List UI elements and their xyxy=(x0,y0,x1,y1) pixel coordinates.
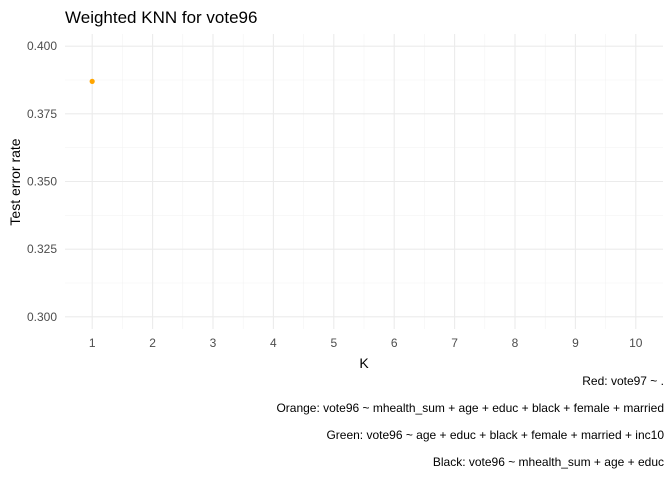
x-tick-label: 4 xyxy=(270,336,277,350)
caption-line: Black: vote96 ~ mhealth_sum + age + educ xyxy=(433,455,664,469)
x-tick-label: 10 xyxy=(629,336,643,350)
grid xyxy=(65,34,663,329)
x-tick-label: 8 xyxy=(512,336,519,350)
x-tick-label: 6 xyxy=(391,336,398,350)
y-tick-labels: 0.300 0.325 0.350 0.375 0.400 xyxy=(27,39,57,324)
data-point xyxy=(89,78,95,84)
x-tick-label: 9 xyxy=(572,336,579,350)
y-tick-label: 0.325 xyxy=(27,242,57,256)
caption-line: Red: vote97 ~ . xyxy=(582,374,664,388)
caption-line: Orange: vote96 ~ mhealth_sum + age + edu… xyxy=(276,401,664,415)
x-tick-label: 1 xyxy=(89,336,96,350)
y-tick-label: 0.300 xyxy=(27,310,57,324)
chart-title: Weighted KNN for vote96 xyxy=(65,8,257,27)
x-tick-label: 5 xyxy=(330,336,337,350)
x-tick-labels: 1 2 3 4 5 6 7 8 9 10 xyxy=(89,336,643,350)
x-tick-label: 3 xyxy=(210,336,217,350)
x-tick-label: 7 xyxy=(451,336,458,350)
caption-line: Green: vote96 ~ age + educ + black + fem… xyxy=(326,428,664,442)
data-points xyxy=(89,78,95,84)
y-tick-label: 0.375 xyxy=(27,107,57,121)
y-tick-label: 0.400 xyxy=(27,39,57,53)
y-tick-label: 0.350 xyxy=(27,175,57,189)
x-axis-title: K xyxy=(359,355,369,371)
captions: Red: vote97 ~ . Orange: vote96 ~ mhealth_… xyxy=(276,374,664,469)
y-axis-title: Test error rate xyxy=(7,138,23,225)
x-tick-label: 2 xyxy=(149,336,156,350)
